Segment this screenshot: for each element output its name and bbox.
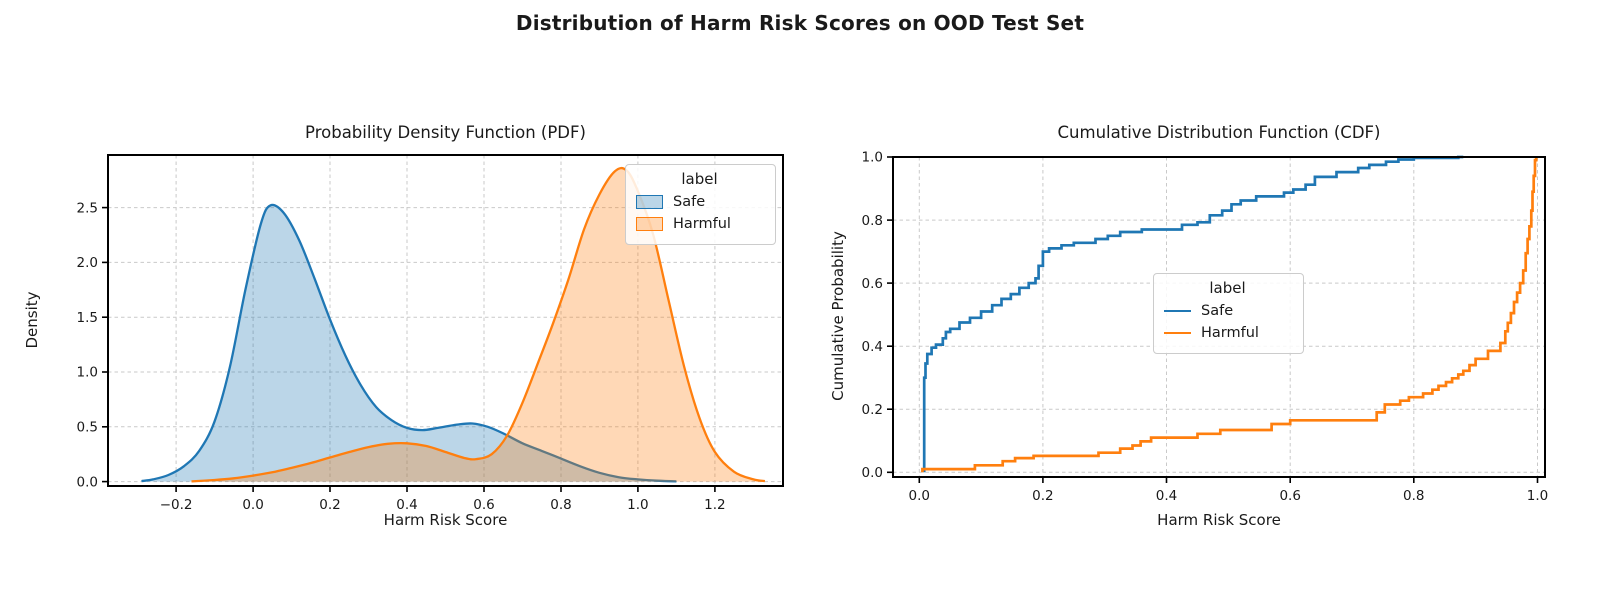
safe-patch-swatch — [636, 195, 663, 209]
pdf-legend-label-harmful: Harmful — [673, 216, 731, 232]
pdf-legend-entry-safe: Safe — [636, 194, 765, 210]
pdf-legend-title: label — [681, 170, 718, 188]
harmful-line-swatch — [1164, 332, 1191, 334]
kde-pdf-harmful-area — [191, 168, 765, 482]
figure-suptitle: Distribution of Harm Risk Scores on OOD … — [515, 11, 1085, 35]
x-tick-label: 0.4 — [396, 497, 417, 513]
pdf-plot-title: Probability Density Function (PDF) — [305, 123, 586, 142]
y-tick-label: 0.0 — [77, 474, 98, 490]
y-tick-label: 0.5 — [77, 420, 98, 436]
x-tick-label: 0.2 — [319, 497, 340, 513]
cdf-plot: 0.0 0.2 0.4 0.6 0.8 1.0 0.0 0.2 0.4 0.6 0.8 1.0 — [862, 150, 1549, 504]
y-tick-label: 1.5 — [77, 310, 98, 326]
y-tick-label: 2.0 — [77, 255, 98, 271]
axes-spines — [892, 156, 1546, 478]
cdf-legend-title: label — [1209, 279, 1246, 297]
pdf-legend-label-safe: Safe — [673, 194, 706, 210]
y-tick-label: 0.0 — [862, 465, 883, 481]
y-tick-label: 0.8 — [862, 213, 883, 229]
x-tick-label: 1.0 — [627, 497, 648, 513]
x-tick-label: 0.0 — [909, 488, 930, 504]
pdf-legend: label Safe Harmful — [625, 164, 776, 245]
cdf-plot-title: Cumulative Distribution Function (CDF) — [1057, 123, 1381, 142]
x-tick-label: −0.2 — [160, 497, 193, 513]
x-tick-label: 0.6 — [473, 497, 494, 513]
ecdf-step-harmful-curve — [921, 157, 1538, 473]
y-tick-label: 1.0 — [862, 150, 883, 166]
y-tick-label: 0.6 — [862, 276, 883, 292]
y-tick-label: 1.0 — [77, 365, 98, 381]
kde-pdf-safe-curve — [141, 203, 677, 483]
safe-line-swatch — [1164, 310, 1191, 312]
cdf-xaxis-label: Harm Risk Score — [1157, 511, 1281, 529]
pdf-xaxis-label: Harm Risk Score — [383, 511, 508, 529]
x-tick-label: 1.0 — [1527, 488, 1548, 504]
kde-pdf-harmful-curve — [191, 166, 766, 483]
pdf-yaxis-label: Density — [23, 291, 41, 349]
x-tick-label: 0.6 — [1279, 488, 1300, 504]
y-tick-label: 0.2 — [862, 402, 883, 418]
x-tick-label: 0.0 — [242, 497, 263, 513]
x-tick-label: 1.2 — [704, 497, 725, 513]
ecdf-step-safe-curve — [922, 155, 1464, 473]
kde-pdf-safe-area — [141, 204, 677, 482]
cdf-legend-entry-harmful: Harmful — [1164, 325, 1293, 341]
pdf-legend-entry-harmful: Harmful — [636, 216, 765, 232]
cdf-legend-label-safe: Safe — [1201, 303, 1234, 319]
cdf-legend-entry-safe: Safe — [1164, 303, 1293, 319]
x-tick-label: 0.2 — [1032, 488, 1053, 504]
y-tick-label: 2.5 — [77, 200, 98, 216]
harmful-patch-swatch — [636, 217, 663, 231]
x-tick-label: 0.4 — [1156, 488, 1177, 504]
axes-spines — [107, 154, 784, 487]
y-tick-label: 0.4 — [862, 339, 883, 355]
cdf-legend-label-harmful: Harmful — [1201, 325, 1259, 341]
x-tick-label: 0.8 — [550, 497, 571, 513]
pdf-plot: −0.2 0.0 0.2 0.4 0.6 0.8 1.0 1.2 0.0 0.5 1.0 1.5 2.0… — [77, 154, 784, 513]
cdf-yaxis-label: Cumulative Probability — [829, 231, 847, 401]
x-tick-label: 0.8 — [1403, 488, 1424, 504]
cdf-legend: label Safe Harmful — [1153, 273, 1304, 354]
